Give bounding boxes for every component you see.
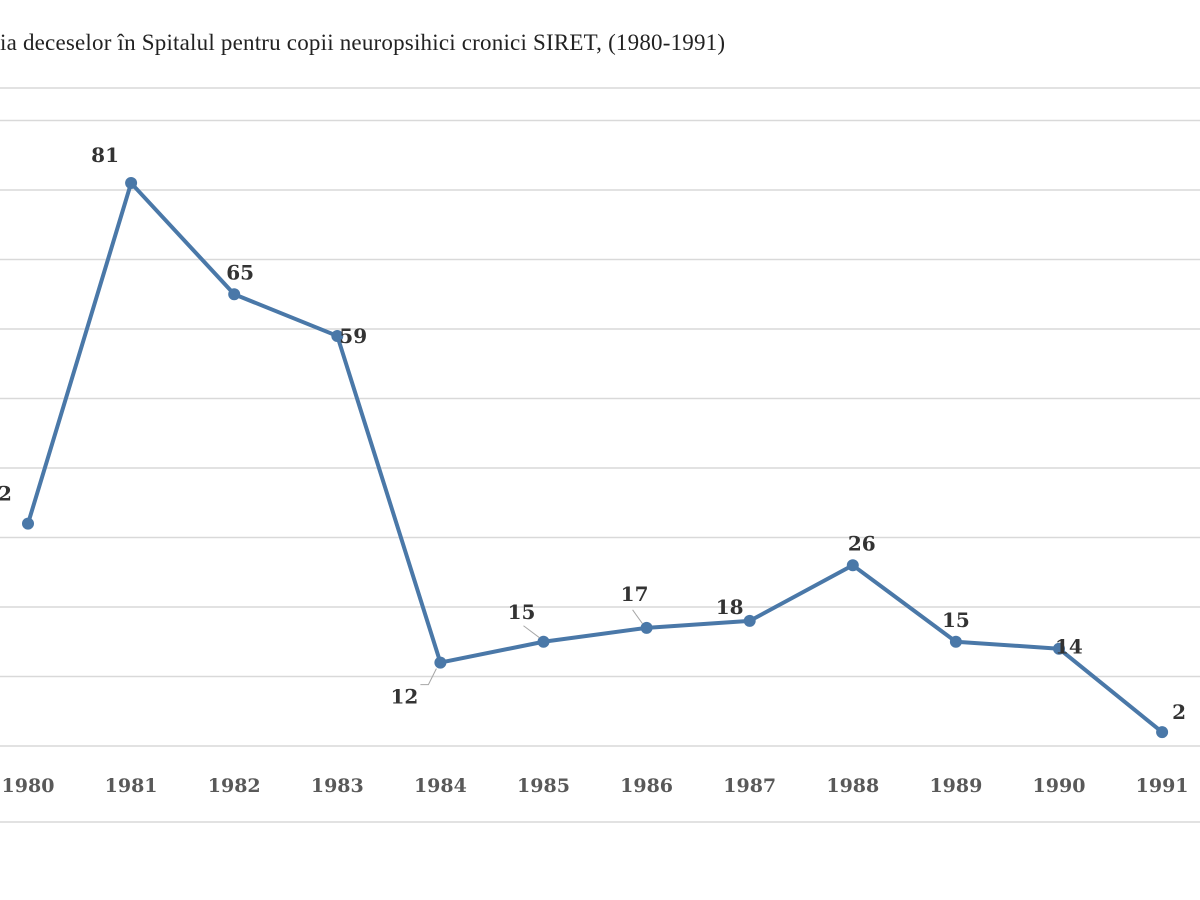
data-label: 14	[1055, 635, 1083, 659]
data-label: 81	[91, 143, 119, 167]
chart-title: ia deceselor în Spitalul pentru copii ne…	[0, 30, 726, 55]
data-point	[743, 614, 756, 627]
label-leader-line	[523, 625, 540, 639]
data-point	[1053, 642, 1065, 655]
label-leader-line	[420, 668, 437, 686]
data-label: 15	[942, 608, 970, 632]
data-label: 26	[848, 531, 876, 555]
data-label: 59	[339, 324, 367, 348]
x-tick-label: 1991	[1136, 775, 1189, 797]
x-tick-label: 1987	[723, 775, 776, 797]
data-point	[331, 329, 344, 342]
x-tick-label: 1982	[208, 775, 261, 797]
x-tick-label: 1986	[620, 775, 673, 797]
data-label: 12	[390, 685, 418, 709]
data-point	[846, 559, 859, 572]
data-point	[125, 177, 138, 190]
x-tick-label: 1983	[311, 775, 364, 797]
data-label: 32	[0, 482, 12, 506]
data-point	[228, 288, 241, 301]
series-line	[26, 181, 1164, 734]
data-label: 18	[716, 595, 744, 619]
x-tick-label: 1989	[929, 775, 982, 797]
data-label: 17	[621, 582, 649, 606]
data-point	[22, 517, 34, 530]
label-leader-line	[632, 609, 644, 625]
data-label: 15	[508, 600, 536, 624]
x-tick-label: 1985	[517, 775, 570, 797]
x-tick-label: 1984	[414, 775, 467, 797]
data-point	[537, 635, 550, 648]
data-point	[949, 635, 962, 648]
data-point	[640, 621, 653, 634]
data-label: 2	[1172, 700, 1186, 724]
data-point	[1156, 726, 1169, 739]
data-label: 65	[226, 260, 254, 284]
data-point	[434, 656, 447, 669]
x-tick-label: 1990	[1033, 775, 1086, 797]
x-tick-label: 1980	[2, 775, 55, 797]
x-tick-label: 1988	[826, 775, 879, 797]
x-tick-label: 1981	[105, 775, 158, 797]
